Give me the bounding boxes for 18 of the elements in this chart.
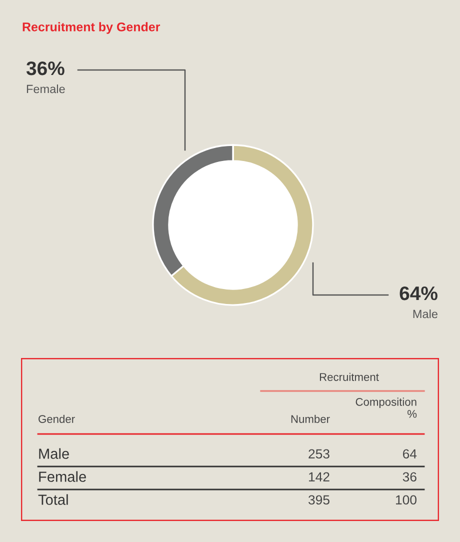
data-label: 100 <box>396 495 416 505</box>
data-label: 64% <box>400 286 438 300</box>
data-label: 36% <box>26 61 64 76</box>
text: Recruitment <box>320 372 379 381</box>
slice-label: Male <box>413 309 438 318</box>
data-label: 142 <box>308 472 330 482</box>
chart-title: Recruitment by Gender <box>22 22 160 34</box>
text: Composition % <box>356 398 417 418</box>
slice-label: Female <box>26 84 65 94</box>
category-label: Male <box>39 448 69 459</box>
category-label: Female <box>39 471 86 482</box>
text: Number <box>291 414 330 423</box>
data-label: 64 <box>402 449 417 459</box>
category-label: Total <box>38 494 68 505</box>
data-label: 36 <box>402 472 416 482</box>
text: Gender <box>38 414 75 423</box>
data-label: 395 <box>308 495 330 505</box>
data-label: 253 <box>308 449 330 459</box>
